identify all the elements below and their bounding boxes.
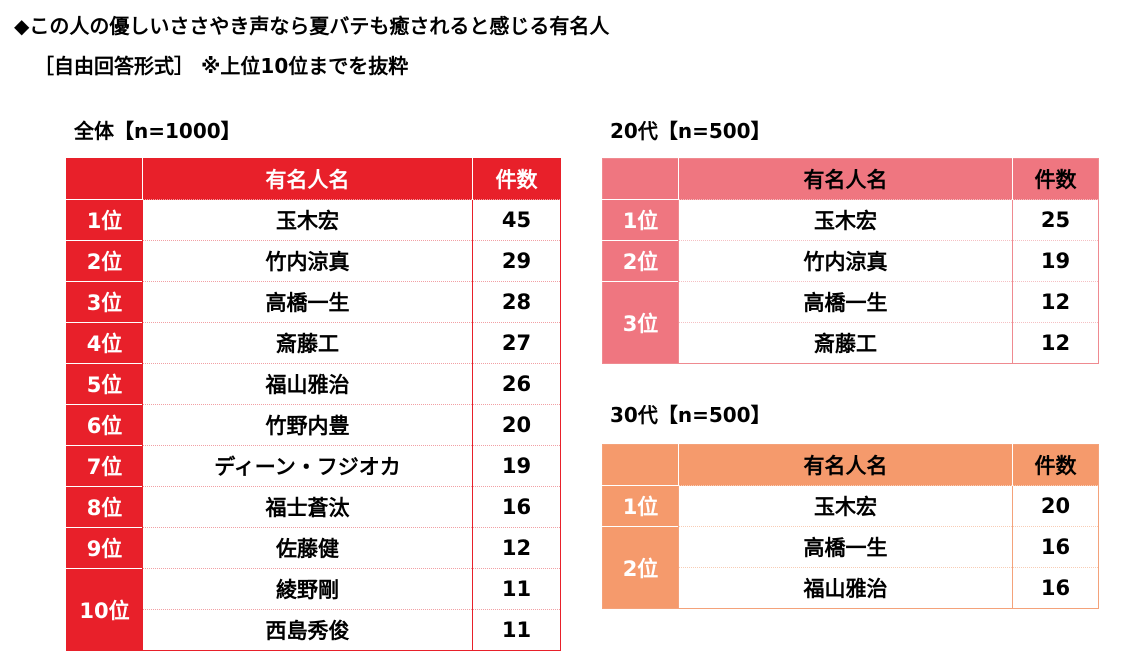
rank-cell: 6位 (66, 404, 143, 446)
name-cell: 高橋一生 (678, 526, 1013, 568)
table-row: 2位 高橋一生 16 (602, 526, 1099, 609)
name-cell: 玉木宏 (142, 199, 473, 241)
header-count-cell: 件数 (1012, 444, 1099, 486)
name-cell: 玉木宏 (678, 485, 1013, 527)
table-row: 4位 斎藤工 27 (66, 322, 561, 364)
rank-cell: 2位 (66, 240, 143, 282)
name-cell: 玉木宏 (678, 199, 1013, 241)
count-cell: 19 (1012, 240, 1099, 282)
table-row: 8位 福士蒼汰 16 (66, 486, 561, 528)
name-cell: ディーン・フジオカ (142, 445, 473, 487)
page-title: ◆この人の優しいささやき声なら夏バテも癒されると感じる有名人 (14, 14, 610, 38)
ranking-table-20s: 有名人名 件数 1位 玉木宏 25 2位 竹内涼真 19 3位 高橋一生 12 斎藤工 12 (602, 158, 1099, 364)
table-row: 2位 竹内涼真 19 (602, 240, 1099, 282)
name-cell: 竹内涼真 (142, 240, 473, 282)
header-name-cell: 有名人名 (142, 158, 473, 200)
ranking-table-all: 有名人名 件数 1位 玉木宏 45 2位 竹内涼真 29 3位 高橋一生 28 4位 斎藤工 2… (66, 158, 561, 651)
name-cell: 高橋一生 (678, 281, 1013, 323)
name-cell: 佐藤健 (142, 527, 473, 569)
count-cell: 11 (472, 568, 561, 610)
table-row: 3位 高橋一生 12 (602, 281, 1099, 364)
ranking-table-30s: 有名人名 件数 1位 玉木宏 20 2位 高橋一生 16 福山雅治 16 (602, 444, 1099, 609)
table-row: 1位 玉木宏 25 (602, 199, 1099, 241)
rank-cell: 2位 (602, 240, 679, 282)
section-label-30s: 30代【n=500】 (610, 403, 771, 427)
rank-cell: 1位 (602, 485, 679, 527)
name-cell: 斎藤工 (678, 322, 1013, 364)
table-header-row: 有名人名 件数 (602, 158, 1099, 200)
table-row: 5位 福山雅治 26 (66, 363, 561, 405)
table-row: 9位 佐藤健 12 (66, 527, 561, 569)
count-cell: 19 (472, 445, 561, 487)
name-cell: 竹内涼真 (678, 240, 1013, 282)
count-cell: 26 (472, 363, 561, 405)
rank-cell: 3位 (66, 281, 143, 323)
rank-cell: 7位 (66, 445, 143, 487)
header-name-cell: 有名人名 (678, 158, 1013, 200)
table-row: 6位 竹野内豊 20 (66, 404, 561, 446)
table-row: 1位 玉木宏 45 (66, 199, 561, 241)
rank-cell: 5位 (66, 363, 143, 405)
table-header-row: 有名人名 件数 (66, 158, 561, 200)
rank-cell: 3位 (602, 281, 679, 364)
name-cell: 斎藤工 (142, 322, 473, 364)
header-rank-cell (66, 158, 143, 200)
count-cell: 28 (472, 281, 561, 323)
count-cell: 27 (472, 322, 561, 364)
name-cell: 福士蒼汰 (142, 486, 473, 528)
table-row: 福山雅治 16 (603, 567, 1099, 609)
count-cell: 12 (472, 527, 561, 569)
page-subtitle: ［自由回答形式］ ※上位10位までを抜粋 (34, 54, 409, 78)
header-count-cell: 件数 (472, 158, 561, 200)
count-cell: 25 (1012, 199, 1099, 241)
name-cell: 西島秀俊 (142, 609, 473, 651)
name-cell: 福山雅治 (678, 567, 1013, 609)
count-cell: 16 (472, 486, 561, 528)
table-row: 西島秀俊 11 (67, 609, 561, 651)
table-row: 10位 綾野剛 11 (66, 568, 561, 651)
count-cell: 20 (472, 404, 561, 446)
name-cell: 綾野剛 (142, 568, 473, 610)
count-cell: 11 (472, 609, 561, 651)
name-cell: 福山雅治 (142, 363, 473, 405)
section-label-20s: 20代【n=500】 (610, 119, 771, 143)
table-row: 1位 玉木宏 20 (602, 485, 1099, 527)
table-row: 斎藤工 12 (603, 322, 1099, 364)
table-row: 3位 高橋一生 28 (66, 281, 561, 323)
header-rank-cell (602, 158, 679, 200)
rank-cell: 4位 (66, 322, 143, 364)
header-rank-cell (602, 444, 679, 486)
section-label-all: 全体【n=1000】 (74, 119, 241, 143)
count-cell: 12 (1012, 322, 1099, 364)
name-cell: 竹野内豊 (142, 404, 473, 446)
table-header-row: 有名人名 件数 (602, 444, 1099, 486)
rank-cell: 9位 (66, 527, 143, 569)
rank-cell: 1位 (66, 199, 143, 241)
count-cell: 20 (1012, 485, 1099, 527)
rank-cell: 8位 (66, 486, 143, 528)
rank-cell: 2位 (602, 526, 679, 609)
count-cell: 16 (1012, 567, 1099, 609)
header-count-cell: 件数 (1012, 158, 1099, 200)
name-cell: 高橋一生 (142, 281, 473, 323)
count-cell: 29 (472, 240, 561, 282)
rank-cell: 10位 (66, 568, 143, 651)
table-row: 7位 ディーン・フジオカ 19 (66, 445, 561, 487)
rank-cell: 1位 (602, 199, 679, 241)
count-cell: 12 (1012, 281, 1099, 323)
count-cell: 16 (1012, 526, 1099, 568)
header-name-cell: 有名人名 (678, 444, 1013, 486)
table-row: 2位 竹内涼真 29 (66, 240, 561, 282)
count-cell: 45 (472, 199, 561, 241)
